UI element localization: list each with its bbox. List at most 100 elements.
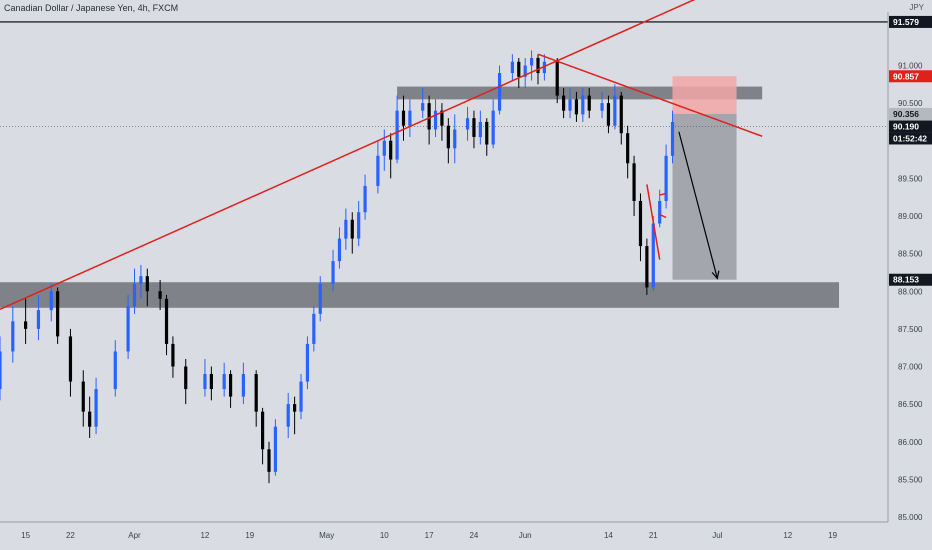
trendline-5[interactable] bbox=[659, 192, 667, 196]
stop-loss-zone bbox=[672, 76, 737, 114]
x-tick-label: 14 bbox=[604, 531, 613, 540]
trendline-1[interactable] bbox=[0, 0, 724, 310]
axes-layer: 85.000 85.500 86.000 86.500 87.000 87.500 88.0… bbox=[0, 12, 932, 540]
candle-up bbox=[241, 374, 245, 397]
resistance-zone bbox=[397, 86, 763, 100]
candle-down bbox=[632, 163, 636, 201]
drawings-layer bbox=[0, 0, 763, 310]
y-tick-label: 89.500 bbox=[898, 174, 923, 183]
candle-down bbox=[260, 411, 265, 450]
candle-down bbox=[427, 103, 431, 130]
candle-down bbox=[606, 103, 611, 126]
price-tag-text: 91.579 bbox=[893, 17, 919, 27]
x-tick-label: Apr bbox=[128, 531, 141, 540]
candle-up bbox=[376, 155, 380, 186]
candle-down bbox=[68, 336, 73, 382]
y-tick-label: 87.000 bbox=[898, 363, 923, 372]
candle-down bbox=[574, 99, 579, 115]
y-tick-label: 90.500 bbox=[898, 99, 923, 108]
take-profit-zone bbox=[672, 113, 737, 280]
candle-up bbox=[305, 343, 310, 382]
candle-up bbox=[337, 238, 342, 262]
candle-down bbox=[164, 298, 169, 344]
candle-down bbox=[267, 449, 271, 472]
price-tag-red bbox=[889, 70, 932, 83]
candle-down bbox=[254, 374, 258, 412]
candle-up bbox=[523, 65, 527, 77]
candle-up bbox=[408, 110, 412, 126]
candle-down bbox=[619, 95, 623, 134]
projection-arrow[interactable] bbox=[678, 131, 718, 279]
candle-down bbox=[389, 140, 393, 160]
y-tick-label: 85.500 bbox=[898, 475, 923, 484]
candle-up bbox=[510, 61, 514, 74]
trendline-4[interactable] bbox=[659, 213, 667, 219]
candle-up bbox=[139, 276, 143, 284]
candle-up bbox=[651, 223, 655, 288]
candle-up bbox=[126, 306, 130, 352]
candle-up bbox=[421, 103, 425, 111]
candle-down bbox=[485, 121, 489, 145]
candle-up bbox=[382, 140, 386, 156]
candle-up bbox=[312, 313, 316, 344]
candle-up bbox=[222, 374, 226, 390]
x-tick-label: 24 bbox=[469, 531, 478, 540]
candle-up bbox=[36, 310, 41, 329]
x-tick-label: 22 bbox=[66, 531, 75, 540]
candle-down bbox=[209, 374, 213, 390]
candles-layer bbox=[0, 50, 675, 484]
candle-up bbox=[658, 200, 662, 224]
y-tick-label: 87.500 bbox=[898, 325, 923, 334]
candle-down bbox=[555, 61, 559, 96]
x-tick-label: 19 bbox=[828, 531, 837, 540]
candle-down bbox=[638, 200, 643, 247]
candle-up bbox=[49, 291, 53, 311]
candle-down bbox=[562, 95, 566, 111]
candle-down bbox=[158, 291, 162, 299]
candle-up bbox=[670, 121, 675, 156]
trendline-2[interactable] bbox=[537, 53, 763, 137]
candle-down bbox=[171, 343, 175, 367]
x-tick-label: Jun bbox=[519, 531, 532, 540]
candle-down bbox=[293, 404, 297, 412]
y-tick-label: 88.000 bbox=[898, 287, 923, 296]
candle-up bbox=[113, 351, 117, 390]
y-tick-label: 86.500 bbox=[898, 400, 923, 409]
candle-up bbox=[273, 426, 278, 472]
price-tag-text: 90.356 bbox=[893, 109, 919, 119]
candle-down bbox=[401, 110, 406, 126]
price-tag-black bbox=[889, 15, 932, 28]
candle-down bbox=[145, 276, 149, 292]
candle-down bbox=[56, 291, 60, 337]
candle-up bbox=[478, 121, 482, 137]
y-tick-label: 89.000 bbox=[898, 212, 923, 221]
price-tag-text: 88.153 bbox=[893, 275, 919, 285]
candle-down bbox=[645, 246, 649, 288]
candle-up bbox=[465, 118, 470, 130]
y-tick-label: 86.000 bbox=[898, 438, 923, 447]
candle-up bbox=[568, 99, 572, 111]
candle-up bbox=[344, 219, 348, 239]
x-tick-label: 12 bbox=[783, 531, 792, 540]
x-tick-label: 15 bbox=[21, 531, 30, 540]
candle-down bbox=[626, 133, 630, 164]
candle-up bbox=[0, 351, 2, 390]
candle-up bbox=[299, 381, 303, 412]
candle-down bbox=[440, 110, 444, 126]
y-tick-label: 88.500 bbox=[898, 250, 923, 259]
candle-up bbox=[433, 110, 438, 130]
candle-down bbox=[587, 95, 591, 111]
candle-up bbox=[613, 95, 617, 126]
x-tick-label: Jul bbox=[712, 531, 722, 540]
candle-down bbox=[536, 57, 540, 74]
price-tag-grey bbox=[889, 107, 932, 120]
x-tick-label: 12 bbox=[200, 531, 209, 540]
candle-up bbox=[542, 61, 547, 74]
candle-up bbox=[453, 129, 457, 149]
trendline-3[interactable] bbox=[646, 184, 661, 260]
x-tick-label: 19 bbox=[245, 531, 254, 540]
candle-up bbox=[363, 185, 367, 213]
support-zone bbox=[0, 282, 840, 308]
